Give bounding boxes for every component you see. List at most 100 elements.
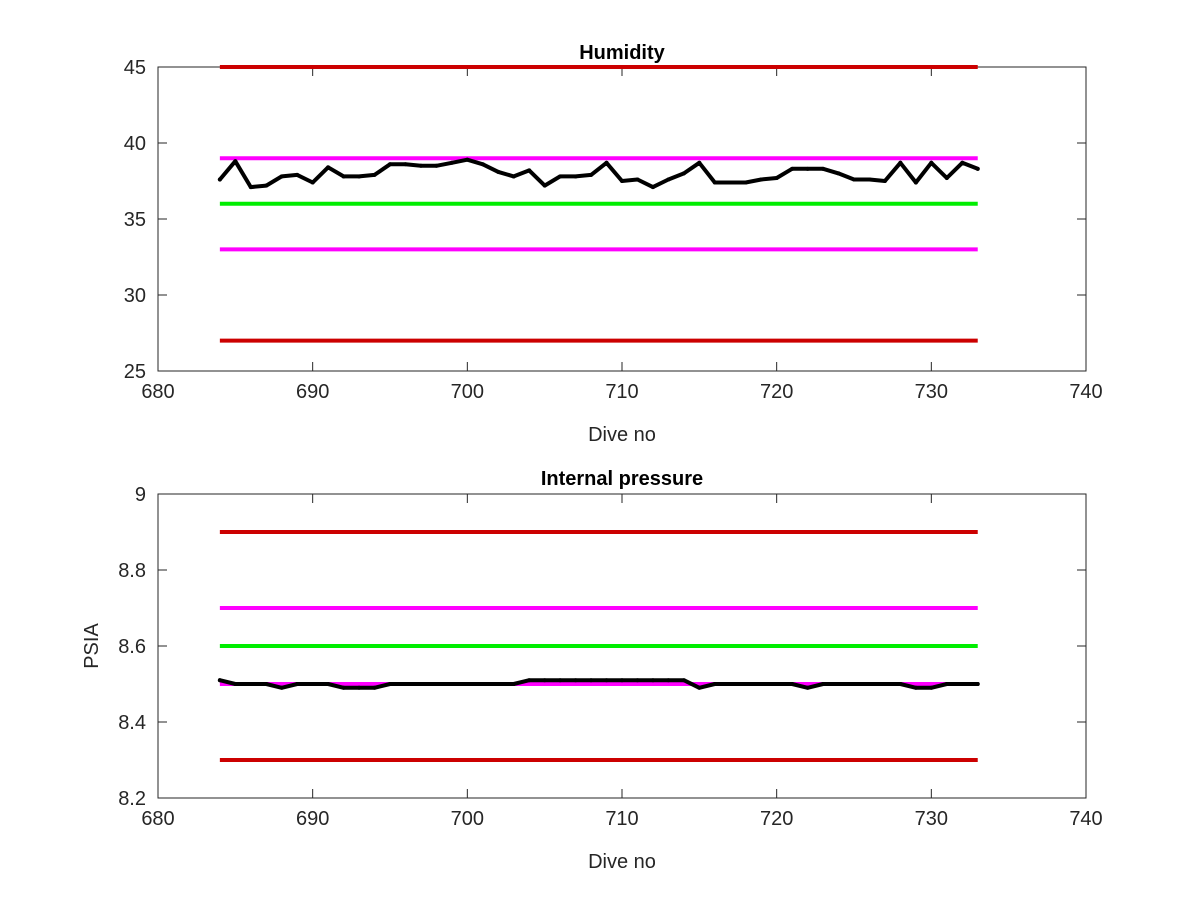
ticks: 680 690 700 710 720 730 740 25 30 35 40 45 [124, 57, 1103, 403]
data-point [604, 160, 609, 165]
data-point [434, 163, 439, 168]
data-point [295, 172, 300, 177]
data-point [388, 682, 392, 686]
x-axis-label: Dive no [588, 851, 656, 873]
data-point [975, 166, 980, 171]
data-point [388, 162, 392, 167]
data-point [836, 682, 841, 686]
plot-title: Internal pressure [541, 468, 703, 490]
data-point [913, 685, 918, 690]
data-point [217, 678, 222, 683]
x-tick-label: 720 [760, 808, 793, 830]
series-line [217, 157, 980, 190]
ticks: 680 690 700 710 720 730 740 8.2 8.4 8.6 8.8 9 [118, 484, 1103, 830]
data-point [821, 166, 826, 171]
data-point [403, 162, 408, 167]
data-point [589, 172, 594, 177]
data-point [511, 174, 516, 179]
data-point [666, 177, 671, 182]
data-point [357, 174, 362, 179]
data-point [449, 160, 454, 165]
data-point [341, 685, 346, 690]
x-tick-label: 740 [1069, 808, 1102, 830]
reference-lines [219, 65, 978, 343]
data-point [465, 157, 470, 162]
y-tick-label: 8.6 [118, 636, 146, 658]
data-point [527, 678, 532, 683]
series-line [217, 678, 980, 690]
data-point [913, 180, 918, 185]
data-point [650, 185, 655, 190]
x-tick-label: 680 [141, 808, 174, 830]
data-point [635, 678, 640, 683]
data-point [326, 682, 331, 686]
data-point [279, 685, 284, 690]
data-point [403, 682, 408, 686]
data-point [975, 682, 980, 686]
data-point [712, 682, 717, 686]
data-point [573, 174, 578, 179]
data-point [573, 678, 578, 683]
data-point [264, 682, 269, 686]
data-point [743, 180, 748, 185]
data-point [728, 180, 733, 185]
data-point [867, 177, 872, 182]
plot-title: Humidity [579, 42, 665, 64]
data-point [867, 682, 872, 686]
data-point [326, 165, 331, 170]
data-point [449, 682, 454, 686]
data-point [248, 682, 253, 686]
data-point [929, 685, 934, 690]
data-point [511, 682, 516, 686]
x-tick-label: 710 [605, 808, 638, 830]
data-point [882, 682, 887, 686]
data-point [604, 678, 609, 683]
data-point [774, 175, 779, 180]
data-point [434, 682, 439, 686]
x-tick-label: 730 [915, 808, 948, 830]
x-tick-label: 700 [451, 381, 484, 403]
data-point [821, 682, 826, 686]
x-axis-label: Dive no [588, 424, 656, 446]
y-axis-label: PSIA [81, 623, 103, 669]
data-point [542, 678, 547, 683]
data-point [774, 682, 779, 686]
data-point [310, 180, 315, 185]
data-point [357, 685, 362, 690]
y-tick-label: 8.8 [118, 560, 146, 582]
y-tick-label: 8.4 [118, 712, 146, 734]
data-point [681, 678, 686, 683]
data-point [496, 682, 501, 686]
data-point [217, 177, 222, 182]
x-tick-label: 680 [141, 381, 174, 403]
data-point [558, 678, 563, 683]
data-point [620, 678, 624, 683]
data-point [233, 682, 238, 686]
data-point [852, 177, 856, 182]
x-tick-label: 690 [296, 808, 329, 830]
data-point [418, 682, 423, 686]
data-point [790, 166, 795, 171]
data-point [697, 685, 702, 690]
data-point [650, 678, 655, 683]
data-point [264, 183, 269, 188]
x-tick-label: 700 [451, 808, 484, 830]
y-tick-label: 35 [124, 209, 146, 231]
data-point [944, 175, 949, 180]
x-tick-label: 730 [915, 381, 948, 403]
data-point [852, 682, 856, 686]
y-tick-label: 40 [124, 133, 146, 155]
data-series [217, 678, 980, 690]
data-point [418, 163, 423, 168]
x-tick-label: 740 [1069, 381, 1102, 403]
data-point [944, 682, 949, 686]
data-point [372, 685, 377, 690]
data-point [527, 168, 532, 173]
data-point [558, 174, 563, 179]
x-tick-label: 690 [296, 381, 329, 403]
data-point [697, 160, 702, 165]
data-point [341, 174, 346, 179]
data-point [295, 682, 300, 686]
data-point [898, 160, 903, 165]
